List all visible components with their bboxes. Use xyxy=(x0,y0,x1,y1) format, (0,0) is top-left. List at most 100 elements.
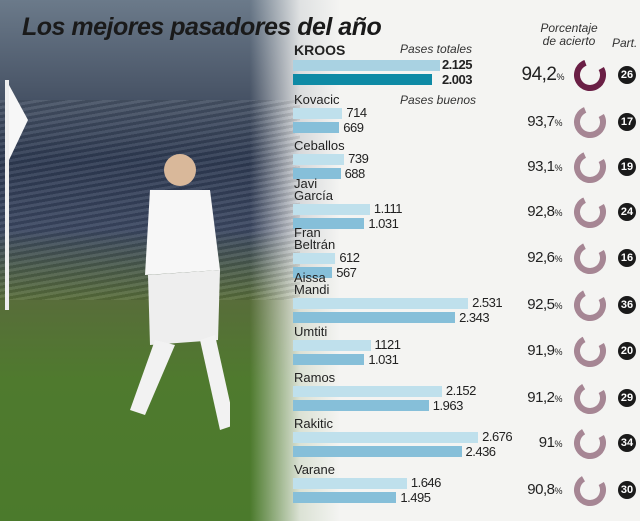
bar-total xyxy=(293,386,442,397)
matches-badge: 20 xyxy=(618,342,636,360)
accuracy-ring xyxy=(574,382,606,414)
bar-good xyxy=(293,122,340,133)
corner-flag xyxy=(5,80,28,310)
matches-badge: 34 xyxy=(618,434,636,452)
percent-sign: % xyxy=(554,118,562,128)
accuracy-value: 90,8% xyxy=(492,481,562,498)
accuracy-ring xyxy=(574,242,606,274)
accuracy-ring xyxy=(574,335,606,367)
value-good: 1.031 xyxy=(368,216,399,231)
accuracy-ring xyxy=(574,427,606,459)
value-good: 688 xyxy=(344,166,366,181)
legend-total-label: Pases totales xyxy=(400,42,473,56)
value-good: 2.003 xyxy=(441,72,473,87)
accuracy-value: 93,7% xyxy=(492,113,562,130)
bar-total xyxy=(293,298,469,309)
percent-sign: % xyxy=(554,439,562,449)
value-total: 2.531 xyxy=(472,295,503,310)
bar-good xyxy=(293,74,432,85)
value-total: 2.676 xyxy=(482,429,513,444)
matches-badge: 16 xyxy=(618,249,636,267)
accuracy-ring xyxy=(574,474,606,506)
bar-total xyxy=(293,108,343,119)
accuracy-number: 94,2 xyxy=(521,64,557,85)
player-name: Rakitic xyxy=(294,416,334,431)
bar-good xyxy=(293,400,429,411)
value-total: 1121 xyxy=(374,337,401,352)
accuracy-arc xyxy=(574,289,606,321)
bar-total xyxy=(293,154,345,165)
player-name: Javi García xyxy=(294,176,334,203)
percent-sign: % xyxy=(556,72,564,82)
matches-badge: 17 xyxy=(618,113,636,131)
accuracy-value: 91,9% xyxy=(492,342,562,359)
player-name: Fran Beltrán xyxy=(294,225,336,252)
accuracy-number: 91,2 xyxy=(527,389,555,406)
accuracy-header: Porcentaje de acierto xyxy=(540,21,598,48)
matches-header: Part. xyxy=(612,36,638,50)
value-good: 2.343 xyxy=(459,310,490,325)
bar-total xyxy=(293,204,370,215)
accuracy-number: 92,5 xyxy=(527,296,555,313)
accuracy-arc xyxy=(574,474,606,506)
accuracy-value: 91,2% xyxy=(492,389,562,406)
accuracy-arc xyxy=(574,106,606,138)
accuracy-number: 93,1 xyxy=(527,158,555,175)
player-photo xyxy=(130,154,230,430)
percent-sign: % xyxy=(554,254,562,264)
bar-good xyxy=(293,168,341,179)
matches-badge: 26 xyxy=(618,66,636,84)
percent-sign: % xyxy=(554,347,562,357)
accuracy-ring xyxy=(574,106,606,138)
value-total: 714 xyxy=(346,105,367,120)
player-name: Kovacic xyxy=(294,92,340,107)
bar-total xyxy=(293,253,336,264)
accuracy-value: 91% xyxy=(492,434,563,451)
accuracy-arc xyxy=(574,382,606,414)
accuracy-number: 92,8 xyxy=(527,203,555,220)
bar-good xyxy=(293,446,462,457)
percent-sign: % xyxy=(554,301,562,311)
accuracy-number: 91,9 xyxy=(527,342,555,359)
accuracy-number: 91 xyxy=(538,434,555,451)
player-name: Ceballos xyxy=(294,138,345,153)
accuracy-number: 92,6 xyxy=(527,249,555,266)
value-total: 2.125 xyxy=(441,57,473,72)
player-name: Umtiti xyxy=(294,324,328,339)
legend-good-label: Pases buenos xyxy=(400,93,477,107)
value-good: 669 xyxy=(343,120,364,135)
value-total: 739 xyxy=(348,151,369,166)
accuracy-value: 92,8% xyxy=(492,203,562,220)
value-good: 1.031 xyxy=(368,352,399,367)
accuracy-value: 94,2% xyxy=(494,64,565,86)
accuracy-number: 93,7 xyxy=(527,113,555,130)
accuracy-arc xyxy=(574,427,606,459)
bar-total xyxy=(293,60,440,71)
bar-total xyxy=(293,340,371,351)
player-name: Varane xyxy=(294,462,335,477)
value-good: 1.963 xyxy=(432,398,464,413)
bar-total xyxy=(293,432,479,443)
matches-badge: 29 xyxy=(618,389,636,407)
accuracy-arc xyxy=(574,335,606,367)
accuracy-arc xyxy=(574,196,606,228)
value-total: 612 xyxy=(339,250,360,265)
value-good: 2.436 xyxy=(465,444,497,459)
value-total: 1.111 xyxy=(373,201,403,216)
accuracy-arc xyxy=(574,151,606,183)
bar-good xyxy=(293,312,456,323)
player-name: Ramos xyxy=(294,370,336,385)
value-good: 1.495 xyxy=(400,490,431,505)
accuracy-arc xyxy=(574,59,606,91)
value-total: 1.646 xyxy=(410,475,442,490)
accuracy-ring xyxy=(574,289,606,321)
percent-sign: % xyxy=(554,486,562,496)
accuracy-ring xyxy=(574,196,606,228)
percent-sign: % xyxy=(554,394,562,404)
bar-good xyxy=(293,218,365,229)
page-title: Los mejores pasadores del año xyxy=(22,13,382,41)
value-total: 2.152 xyxy=(445,383,477,398)
matches-badge: 19 xyxy=(618,158,636,176)
accuracy-value: 92,5% xyxy=(492,296,562,313)
bar-good xyxy=(293,492,397,503)
